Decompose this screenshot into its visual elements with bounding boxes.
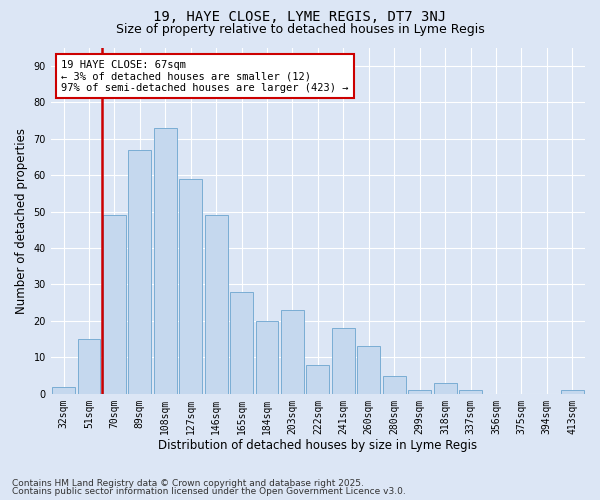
Bar	[154, 128, 177, 394]
Text: Contains public sector information licensed under the Open Government Licence v3: Contains public sector information licen…	[12, 487, 406, 496]
Text: Contains HM Land Registry data © Crown copyright and database right 2025.: Contains HM Land Registry data © Crown c…	[12, 478, 364, 488]
Bar	[179, 178, 202, 394]
Bar	[434, 383, 457, 394]
Text: Size of property relative to detached houses in Lyme Regis: Size of property relative to detached ho…	[116, 22, 484, 36]
Bar	[383, 376, 406, 394]
Text: 19, HAYE CLOSE, LYME REGIS, DT7 3NJ: 19, HAYE CLOSE, LYME REGIS, DT7 3NJ	[154, 10, 446, 24]
Bar	[332, 328, 355, 394]
Bar	[281, 310, 304, 394]
Bar	[205, 215, 227, 394]
Bar	[52, 386, 75, 394]
Bar	[230, 292, 253, 394]
Bar	[128, 150, 151, 394]
Bar	[256, 321, 278, 394]
Bar	[459, 390, 482, 394]
Text: 19 HAYE CLOSE: 67sqm
← 3% of detached houses are smaller (12)
97% of semi-detach: 19 HAYE CLOSE: 67sqm ← 3% of detached ho…	[61, 60, 349, 93]
Bar	[307, 364, 329, 394]
Bar	[408, 390, 431, 394]
Bar	[561, 390, 584, 394]
Y-axis label: Number of detached properties: Number of detached properties	[15, 128, 28, 314]
Bar	[358, 346, 380, 394]
X-axis label: Distribution of detached houses by size in Lyme Regis: Distribution of detached houses by size …	[158, 440, 478, 452]
Bar	[103, 215, 126, 394]
Bar	[77, 339, 100, 394]
